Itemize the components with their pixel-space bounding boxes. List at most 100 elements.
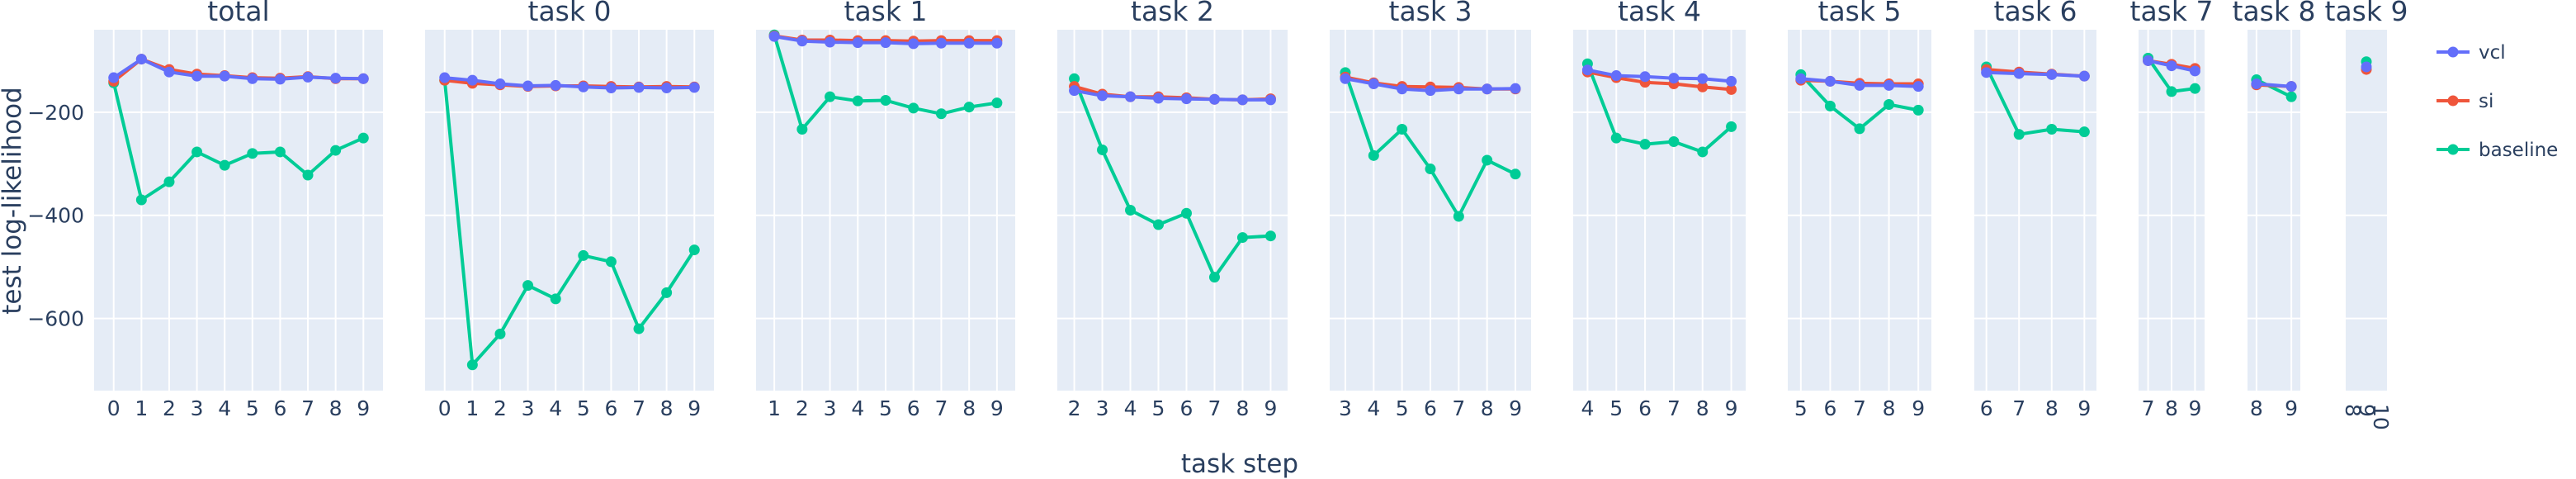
legend-item-vcl[interactable]: vcl bbox=[2437, 42, 2506, 64]
x-tick-label: 8 bbox=[2045, 396, 2058, 420]
data-point-vcl bbox=[768, 31, 780, 42]
data-point-vcl bbox=[247, 73, 258, 84]
data-point-baseline bbox=[1824, 100, 1836, 111]
data-point-vcl bbox=[1639, 71, 1651, 83]
x-tick-label: 9 bbox=[357, 396, 370, 420]
data-point-baseline bbox=[1097, 144, 1108, 155]
legend-label: vcl bbox=[2479, 42, 2506, 64]
legend-item-si[interactable]: si bbox=[2437, 91, 2493, 112]
data-point-baseline bbox=[2078, 126, 2090, 138]
legend-item-baseline[interactable]: baseline bbox=[2437, 140, 2558, 161]
x-tick-label: 8 bbox=[1236, 396, 1250, 420]
x-tick-label: 6 bbox=[907, 396, 920, 420]
data-point-baseline bbox=[991, 97, 1003, 109]
x-tick-label: 1 bbox=[135, 396, 148, 420]
data-point-vcl bbox=[219, 70, 230, 82]
data-point-vcl bbox=[1125, 91, 1137, 102]
data-point-baseline bbox=[274, 146, 286, 158]
x-tick-label: 8 bbox=[2250, 396, 2263, 420]
data-point-baseline bbox=[330, 145, 342, 156]
subplot-task-4: task 4 4 5 6 7 8 9 bbox=[1573, 0, 1746, 420]
series-line-vcl bbox=[112, 57, 364, 81]
x-tick-label: 9 bbox=[2355, 404, 2379, 417]
x-tick-label: 2 bbox=[494, 396, 507, 420]
x-tick-label: 3 bbox=[191, 396, 204, 420]
data-point-vcl bbox=[852, 37, 863, 49]
x-tick-label: 7 bbox=[2012, 396, 2025, 420]
plot-area bbox=[94, 30, 383, 391]
data-point-baseline bbox=[2189, 83, 2200, 94]
data-point-baseline bbox=[963, 102, 975, 113]
data-point-baseline bbox=[1854, 123, 1865, 135]
x-tick-label: 8 bbox=[1696, 396, 1709, 420]
data-point-vcl bbox=[605, 83, 617, 94]
data-point-vcl bbox=[522, 80, 534, 92]
data-point-si bbox=[1726, 83, 1737, 95]
x-tick-label: 0 bbox=[107, 396, 121, 420]
data-point-baseline bbox=[1236, 232, 1248, 244]
subplot-title: task 1 bbox=[844, 0, 928, 27]
data-point-baseline bbox=[1425, 164, 1436, 175]
data-point-vcl bbox=[2078, 70, 2090, 82]
data-point-baseline bbox=[1482, 154, 1493, 166]
x-tick-label: 9 bbox=[1725, 396, 1738, 420]
data-point-vcl bbox=[1097, 90, 1108, 102]
x-tick-label: 1 bbox=[466, 396, 479, 420]
data-point-baseline bbox=[1397, 123, 1408, 135]
data-point-baseline bbox=[1125, 205, 1137, 216]
data-point-baseline bbox=[578, 249, 589, 261]
subplot-task-0: task 0 0 1 2 3 4 5 6 7 8 9 bbox=[425, 0, 714, 420]
data-point-vcl bbox=[494, 78, 506, 90]
data-point-baseline bbox=[908, 102, 919, 114]
subplot-title: task 8 bbox=[2233, 0, 2316, 27]
data-point-vcl bbox=[1884, 79, 1895, 91]
data-point-vcl bbox=[2189, 65, 2200, 77]
x-tick-label: 0 bbox=[438, 396, 451, 420]
data-point-baseline bbox=[605, 256, 617, 268]
y-axis-label: test log-likelihood bbox=[0, 87, 27, 314]
data-point-vcl bbox=[1153, 92, 1165, 104]
legend[interactable]: vcl si baseline bbox=[2437, 42, 2558, 161]
data-point-vcl bbox=[1264, 94, 1276, 106]
x-tick-label: 6 bbox=[1823, 396, 1836, 420]
subplot-title: task 0 bbox=[528, 0, 612, 27]
x-tick-label: 5 bbox=[1152, 396, 1165, 420]
data-point-baseline bbox=[1668, 135, 1680, 147]
subplot-task-3: task 3 3 4 5 6 7 8 9 bbox=[1330, 0, 1531, 420]
data-point-vcl bbox=[825, 36, 836, 48]
subplot-title: total bbox=[207, 0, 269, 27]
data-point-baseline bbox=[1639, 139, 1651, 150]
data-point-baseline bbox=[1208, 272, 1220, 283]
data-point-vcl bbox=[163, 66, 175, 78]
data-point-baseline bbox=[688, 244, 700, 256]
x-tick-label: 3 bbox=[1339, 396, 1352, 420]
plot-area bbox=[1974, 30, 2096, 391]
data-point-vcl bbox=[1482, 83, 1493, 95]
data-point-vcl bbox=[1854, 79, 1865, 91]
subplot-task-1: task 1 1 2 3 4 5 6 7 8 9 bbox=[756, 0, 1015, 420]
data-point-vcl bbox=[330, 73, 342, 84]
data-point-vcl bbox=[135, 54, 147, 65]
x-tick-label: 5 bbox=[577, 396, 590, 420]
x-tick-label: 2 bbox=[163, 396, 176, 420]
data-point-vcl bbox=[633, 82, 645, 93]
x-tick-label: 7 bbox=[1853, 396, 1866, 420]
plot-area bbox=[2346, 30, 2387, 391]
data-point-baseline bbox=[880, 95, 891, 107]
data-point-vcl bbox=[1668, 73, 1680, 84]
plot-area bbox=[1057, 30, 1288, 391]
data-point-vcl bbox=[191, 70, 203, 82]
data-point-vcl bbox=[2166, 60, 2177, 72]
x-tick-label: 4 bbox=[218, 396, 231, 420]
x-tick-label: 4 bbox=[1581, 396, 1594, 420]
data-point-baseline bbox=[1453, 211, 1464, 222]
data-point-vcl bbox=[578, 81, 589, 92]
data-point-vcl bbox=[1397, 83, 1408, 95]
data-point-baseline bbox=[357, 132, 369, 144]
x-tick-label: 9 bbox=[1264, 396, 1277, 420]
data-point-vcl bbox=[1368, 78, 1379, 90]
data-point-vcl bbox=[2285, 81, 2297, 92]
